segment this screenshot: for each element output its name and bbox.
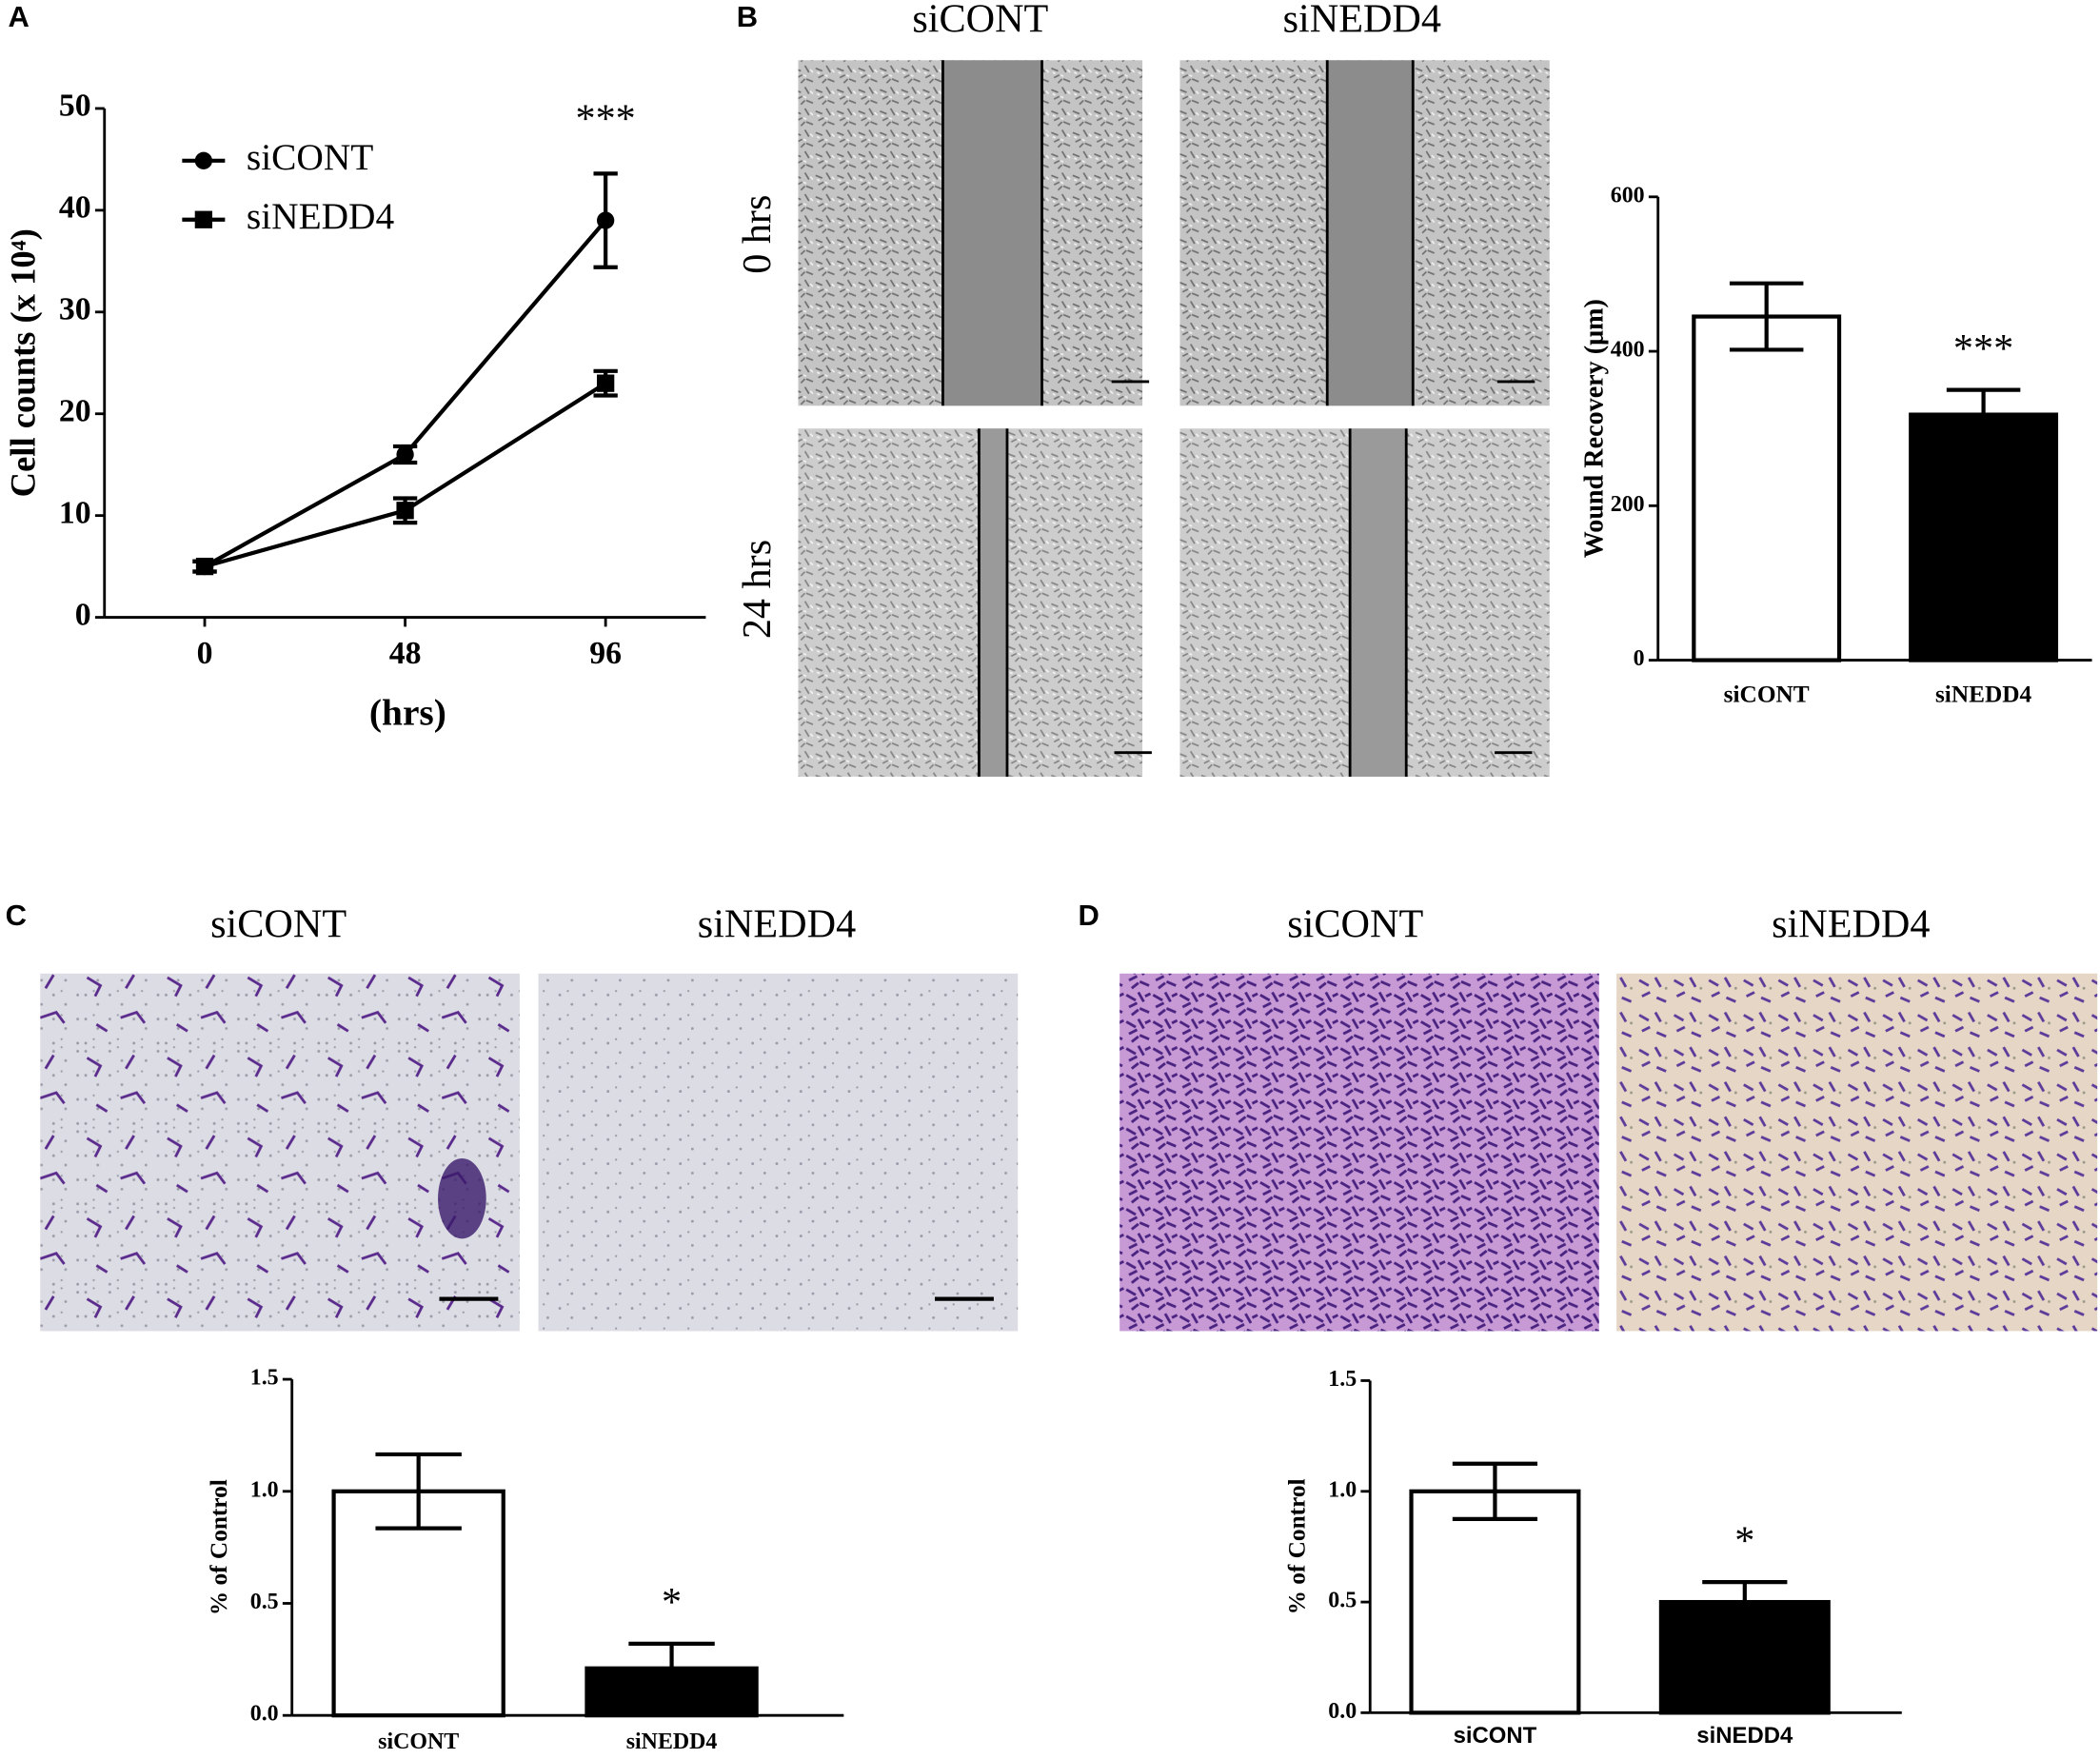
marker [195, 557, 214, 576]
y-tick-label: 1.5 [250, 1366, 279, 1391]
column-label: siNEDD4 [1283, 0, 1441, 42]
y-axis-label: Cell counts (x 10⁴) [4, 228, 43, 497]
bar [1409, 1489, 1581, 1715]
x-tick-label: 96 [589, 636, 622, 671]
column-label: siCONT [912, 0, 1048, 42]
row-label: 24 hrs [735, 540, 780, 639]
y-tick-label: 0.5 [1328, 1589, 1357, 1613]
bar [1909, 412, 2059, 662]
y-tick-label: 600 [1611, 183, 1645, 208]
micrograph [40, 973, 520, 1332]
micrograph [798, 428, 1152, 777]
y-tick-label: 0 [75, 597, 91, 632]
panel-label: D [1079, 899, 1100, 932]
y-axis-label: % of Control [1283, 1478, 1310, 1614]
x-tick-label: siNEDD4 [1935, 681, 2032, 707]
marker [597, 211, 615, 229]
micrograph [1119, 973, 1599, 1332]
y-tick-label: 400 [1611, 338, 1645, 363]
y-axis-label: Wound Recovery (μm) [1579, 299, 1609, 558]
y-tick-label: 0 [1634, 646, 1645, 671]
series-line [204, 381, 607, 569]
legend-label: siCONT [247, 136, 373, 178]
legend-marker [194, 210, 213, 228]
y-tick-label: 200 [1611, 492, 1645, 517]
bar [1692, 314, 1842, 662]
y-tick-label: 10 [59, 495, 91, 530]
x-tick-label: siCONT [1724, 681, 1810, 707]
micrograph [1179, 60, 1550, 406]
panel-label: A [8, 0, 29, 33]
column-label: siNEDD4 [1772, 902, 1930, 947]
y-tick-label: 1.5 [1328, 1367, 1357, 1392]
y-tick-label: 40 [59, 190, 91, 226]
x-tick-label: siCONT [1454, 1723, 1537, 1749]
x-tick-label: 48 [389, 636, 422, 671]
annotation: * [1734, 1518, 1754, 1563]
micrograph [538, 973, 1019, 1332]
panel-label: C [6, 899, 27, 932]
annotation: *** [1953, 326, 2013, 371]
x-axis-label: (hrs) [369, 692, 446, 734]
y-tick-label: 1.0 [250, 1477, 279, 1502]
y-tick-label: 30 [59, 292, 91, 327]
x-tick-label: siNEDD4 [1696, 1723, 1793, 1749]
marker [396, 502, 414, 520]
y-axis-label: % of Control [206, 1479, 232, 1615]
micrograph [1616, 973, 2098, 1332]
annotation: *** [576, 97, 636, 142]
marker [396, 445, 414, 464]
row-label: 0 hrs [735, 195, 780, 274]
legend-label: siNEDD4 [247, 195, 395, 237]
column-label: siCONT [210, 902, 347, 947]
panel-label: B [737, 0, 758, 33]
y-tick-label: 0.5 [250, 1590, 279, 1614]
y-tick-label: 20 [59, 393, 91, 428]
x-tick-label: 0 [197, 636, 213, 671]
y-tick-label: 0.0 [250, 1702, 279, 1727]
micrograph [1179, 428, 1550, 777]
x-tick-label: siCONT [378, 1729, 459, 1754]
y-tick-label: 1.0 [1328, 1477, 1357, 1502]
legend-marker [194, 151, 213, 169]
marker [597, 374, 615, 392]
column-label: siCONT [1287, 902, 1423, 947]
y-tick-label: 0.0 [1328, 1699, 1357, 1724]
micrograph [798, 60, 1150, 406]
column-label: siNEDD4 [698, 902, 856, 947]
x-tick-label: siNEDD4 [626, 1729, 718, 1754]
annotation: * [662, 1580, 682, 1625]
y-tick-label: 50 [59, 89, 91, 124]
